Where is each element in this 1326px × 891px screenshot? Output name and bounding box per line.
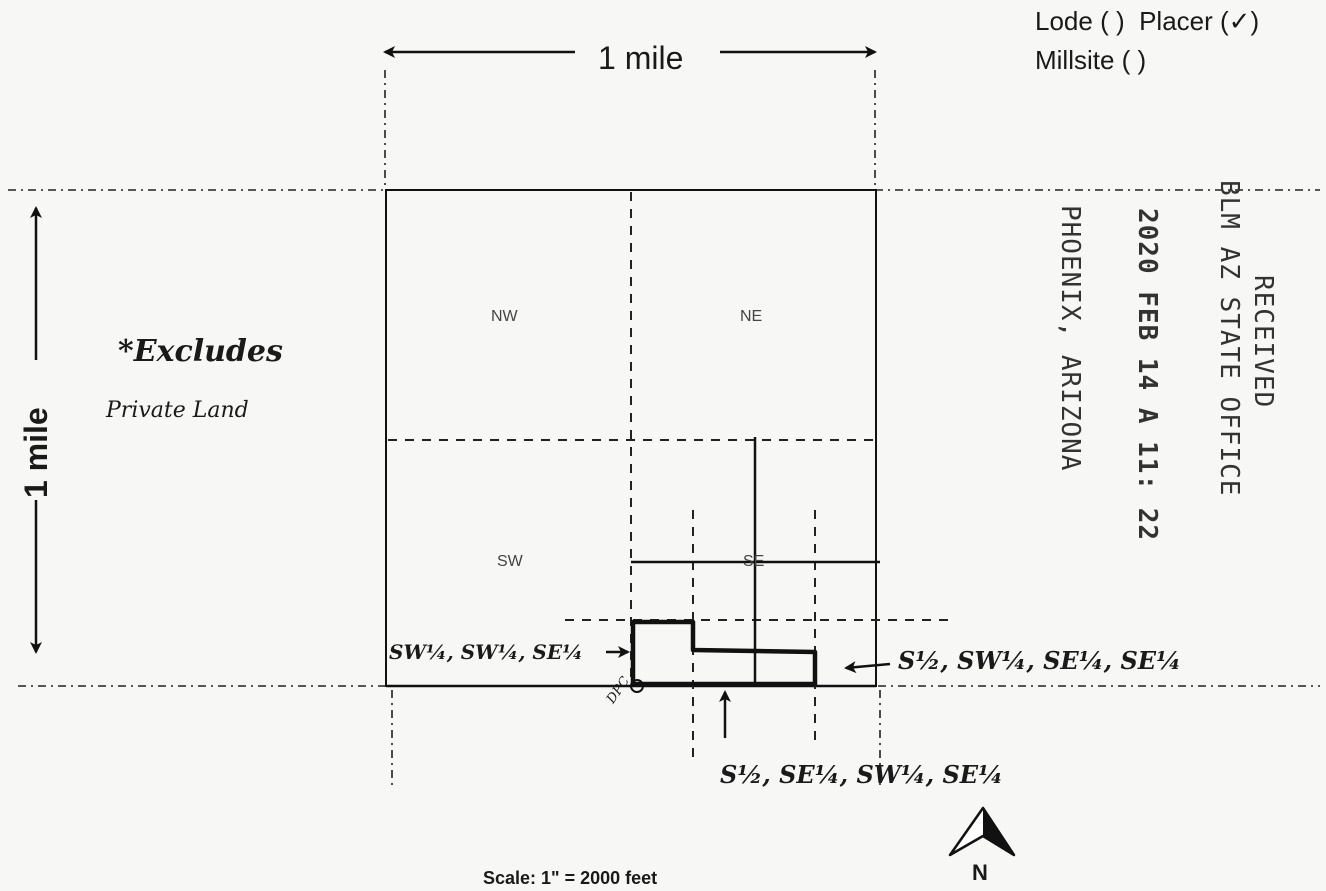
vertical-scale-label: 1 mile [18,407,54,498]
stamp-date: 2020 FEB 14 A 11: 22 [1132,208,1162,542]
quarter-label-ne: NE [740,308,763,325]
parcel-label-left: SW¼, SW¼, SE¼ [389,640,583,664]
quarter-label-sw: SW [497,553,523,570]
north-label: N [972,860,988,885]
placer-option: Placer (✓) [1139,6,1260,36]
excludes-note: *Excludes [118,334,283,369]
claim-parcel-outline [630,619,818,687]
claim-type-line: Lode ( ) Placer (✓) [1035,6,1259,37]
lode-option: Lode ( ) [1035,6,1125,36]
right-label-arrow [844,661,891,674]
corner-marker [630,679,644,693]
stamp-received: RECEIVED [1248,275,1278,409]
quarter-label-nw: NW [491,308,518,325]
north-arrow-icon [948,806,1016,857]
parcel-label-right: S½, SW¼, SE¼, SE¼ [898,646,1182,675]
placer-checkmark: ✓ [1228,6,1251,36]
quarter-label-se: SE [743,553,765,570]
horizontal-scale-label: 1 mile [598,40,684,76]
parcel-label-bottom: S½, SE¼, SW¼, SE¼ [720,760,1004,789]
private-land-note: Private Land [106,398,249,423]
stamp-location: PHOENIX, ARIZONA [1055,205,1085,472]
stamp-office: BLM AZ STATE OFFICE [1214,180,1244,497]
millsite-option: Millsite ( ) [1035,45,1147,75]
scale-text: Scale: 1" = 2000 feet [483,868,658,888]
